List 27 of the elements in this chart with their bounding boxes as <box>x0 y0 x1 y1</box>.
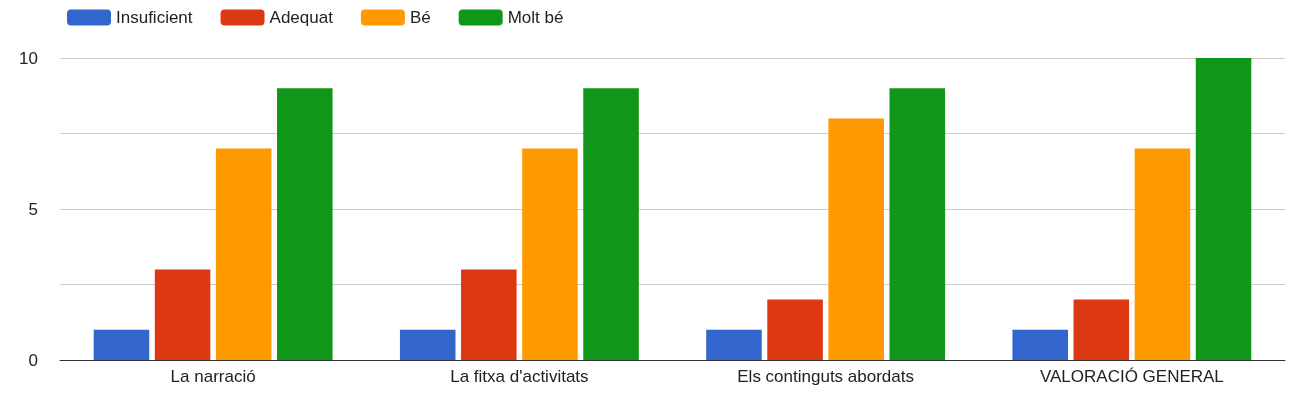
legend-label: Bé <box>409 8 431 27</box>
bar <box>1073 299 1130 360</box>
bar <box>767 299 823 360</box>
y-tick-label: 10 <box>19 48 38 68</box>
bar <box>706 329 762 360</box>
x-tick-label: La fitxa d'activitats <box>450 367 589 386</box>
bar <box>522 148 578 360</box>
bar <box>1012 329 1068 360</box>
y-tick-label: 0 <box>28 350 38 370</box>
bar <box>1195 58 1252 360</box>
legend-label: Molt bé <box>507 8 564 27</box>
legend-label: Adequat <box>269 8 334 27</box>
bar <box>889 88 946 360</box>
y-tick-label: 5 <box>28 199 38 219</box>
bar <box>277 88 333 360</box>
bar <box>828 118 884 360</box>
x-tick-label: Els continguts abordats <box>737 367 914 386</box>
bar <box>154 269 211 360</box>
legend-label: Insuficient <box>116 8 193 27</box>
bar <box>583 88 639 360</box>
bar <box>461 269 517 360</box>
bar <box>93 329 150 360</box>
x-tick-label: La narració <box>170 367 256 386</box>
bar <box>1134 148 1191 360</box>
bar <box>399 329 456 360</box>
bar <box>215 148 272 360</box>
x-tick-label: VALORACIÓ GENERAL <box>1039 367 1224 386</box>
